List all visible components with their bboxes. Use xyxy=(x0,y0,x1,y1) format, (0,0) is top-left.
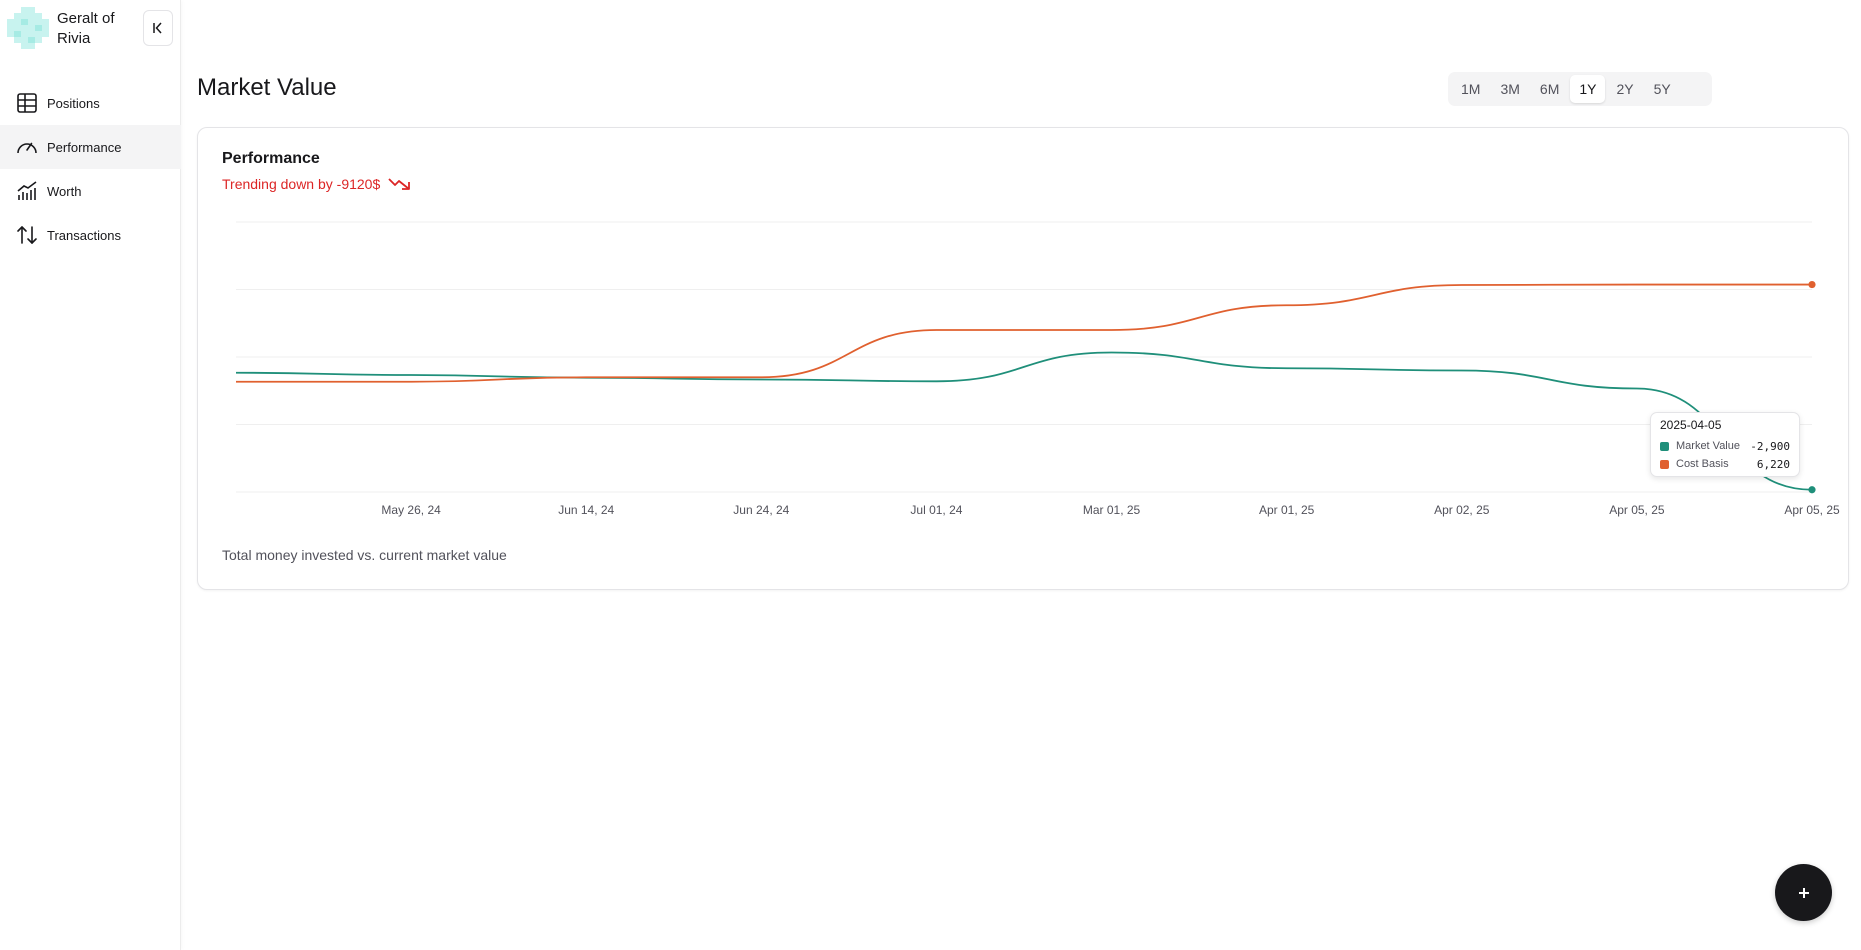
add-button[interactable] xyxy=(1775,864,1832,921)
chart-tooltip: 2025-04-05 Market Value -2,900 Cost Basi… xyxy=(1650,412,1800,477)
chart-icon xyxy=(15,179,39,203)
x-tick-label: Mar 01, 25 xyxy=(1083,503,1141,517)
range-3m-button[interactable]: 3M xyxy=(1500,81,1520,97)
avatar xyxy=(7,7,49,49)
sidebar-item-worth[interactable]: Worth xyxy=(0,169,181,213)
cost-basis-swatch xyxy=(1660,459,1669,469)
tooltip-series-value: -2,900 xyxy=(1750,439,1790,453)
tooltip-date: 2025-04-05 xyxy=(1660,418,1722,432)
trending-down-icon xyxy=(388,176,412,192)
range-5y-button[interactable]: 5Y xyxy=(1653,81,1671,97)
series-line-market-value xyxy=(235,351,1813,491)
trend-text: Trending down by -9120$ xyxy=(222,176,412,192)
card-title: Performance xyxy=(222,150,320,167)
tooltip-row-market-value: Market Value -2,900 xyxy=(1660,437,1790,455)
market-value-swatch xyxy=(1660,441,1669,451)
x-tick-label: Jun 24, 24 xyxy=(733,503,789,517)
series-point[interactable] xyxy=(1808,280,1816,289)
gauge-icon xyxy=(15,135,39,159)
sidebar-item-label: Worth xyxy=(47,183,82,199)
x-tick-label: Apr 05, 25 xyxy=(1784,503,1840,517)
x-tick-label: May 26, 24 xyxy=(381,503,441,517)
series-point[interactable] xyxy=(1808,486,1816,494)
table-icon xyxy=(15,91,39,115)
range-6m-button[interactable]: 6M xyxy=(1539,81,1560,97)
performance-chart: May 26, 24 Jun 14, 24 Jun 24, 24 Jul 01, 24… xyxy=(235,221,1840,517)
sidebar-item-label: Performance xyxy=(47,139,122,155)
x-tick-label: Jun 14, 24 xyxy=(558,503,614,517)
range-1m-button[interactable]: 1M xyxy=(1461,81,1481,97)
tooltip-series-name: Market Value xyxy=(1676,440,1740,452)
tooltip-series-name: Cost Basis xyxy=(1676,458,1729,470)
sidebar-item-performance[interactable]: Performance xyxy=(0,125,181,169)
profile-name: Geralt of Rivia xyxy=(57,10,115,47)
sidebar-item-label: Transactions xyxy=(47,227,121,243)
sidebar-item-transactions[interactable]: Transactions xyxy=(0,213,181,257)
trend-label: Trending down by -9120$ xyxy=(222,176,381,192)
tooltip-row-cost-basis: Cost Basis 6,220 xyxy=(1660,455,1790,473)
sidebar-item-label: Positions xyxy=(47,95,100,111)
range-1y-button[interactable]: 1Y xyxy=(1570,75,1606,103)
card-footer: Total money invested vs. current market … xyxy=(222,547,507,563)
tooltip-series-value: 6,220 xyxy=(1756,457,1790,471)
sidebar: Geralt of Rivia Positions Performance W xyxy=(0,0,181,950)
arrows-up-down-icon xyxy=(15,223,39,247)
time-range-selector: 1M 3M 6M 1Y 2Y 5Y xyxy=(1448,72,1712,106)
x-tick-label: Apr 05, 25 xyxy=(1609,503,1665,517)
collapse-sidebar-button[interactable] xyxy=(143,10,173,46)
profile: Geralt of Rivia xyxy=(0,0,181,60)
chevron-left-bar-icon xyxy=(153,22,162,34)
plus-icon xyxy=(1798,887,1809,898)
x-tick-label: Apr 01, 25 xyxy=(1259,503,1315,517)
sidebar-nav: Positions Performance Worth Transactions xyxy=(0,81,181,257)
page-title: Market Value xyxy=(197,74,337,101)
sidebar-item-positions[interactable]: Positions xyxy=(0,81,181,125)
range-2y-button[interactable]: 2Y xyxy=(1616,81,1634,97)
performance-card: May 26, 24 Jun 14, 24 Jun 24, 24 Jul 01, 24… xyxy=(197,127,1849,590)
x-tick-label: Jul 01, 24 xyxy=(910,503,962,517)
x-tick-label: Apr 02, 25 xyxy=(1434,503,1490,517)
series-line-cost-basis xyxy=(235,283,1812,383)
